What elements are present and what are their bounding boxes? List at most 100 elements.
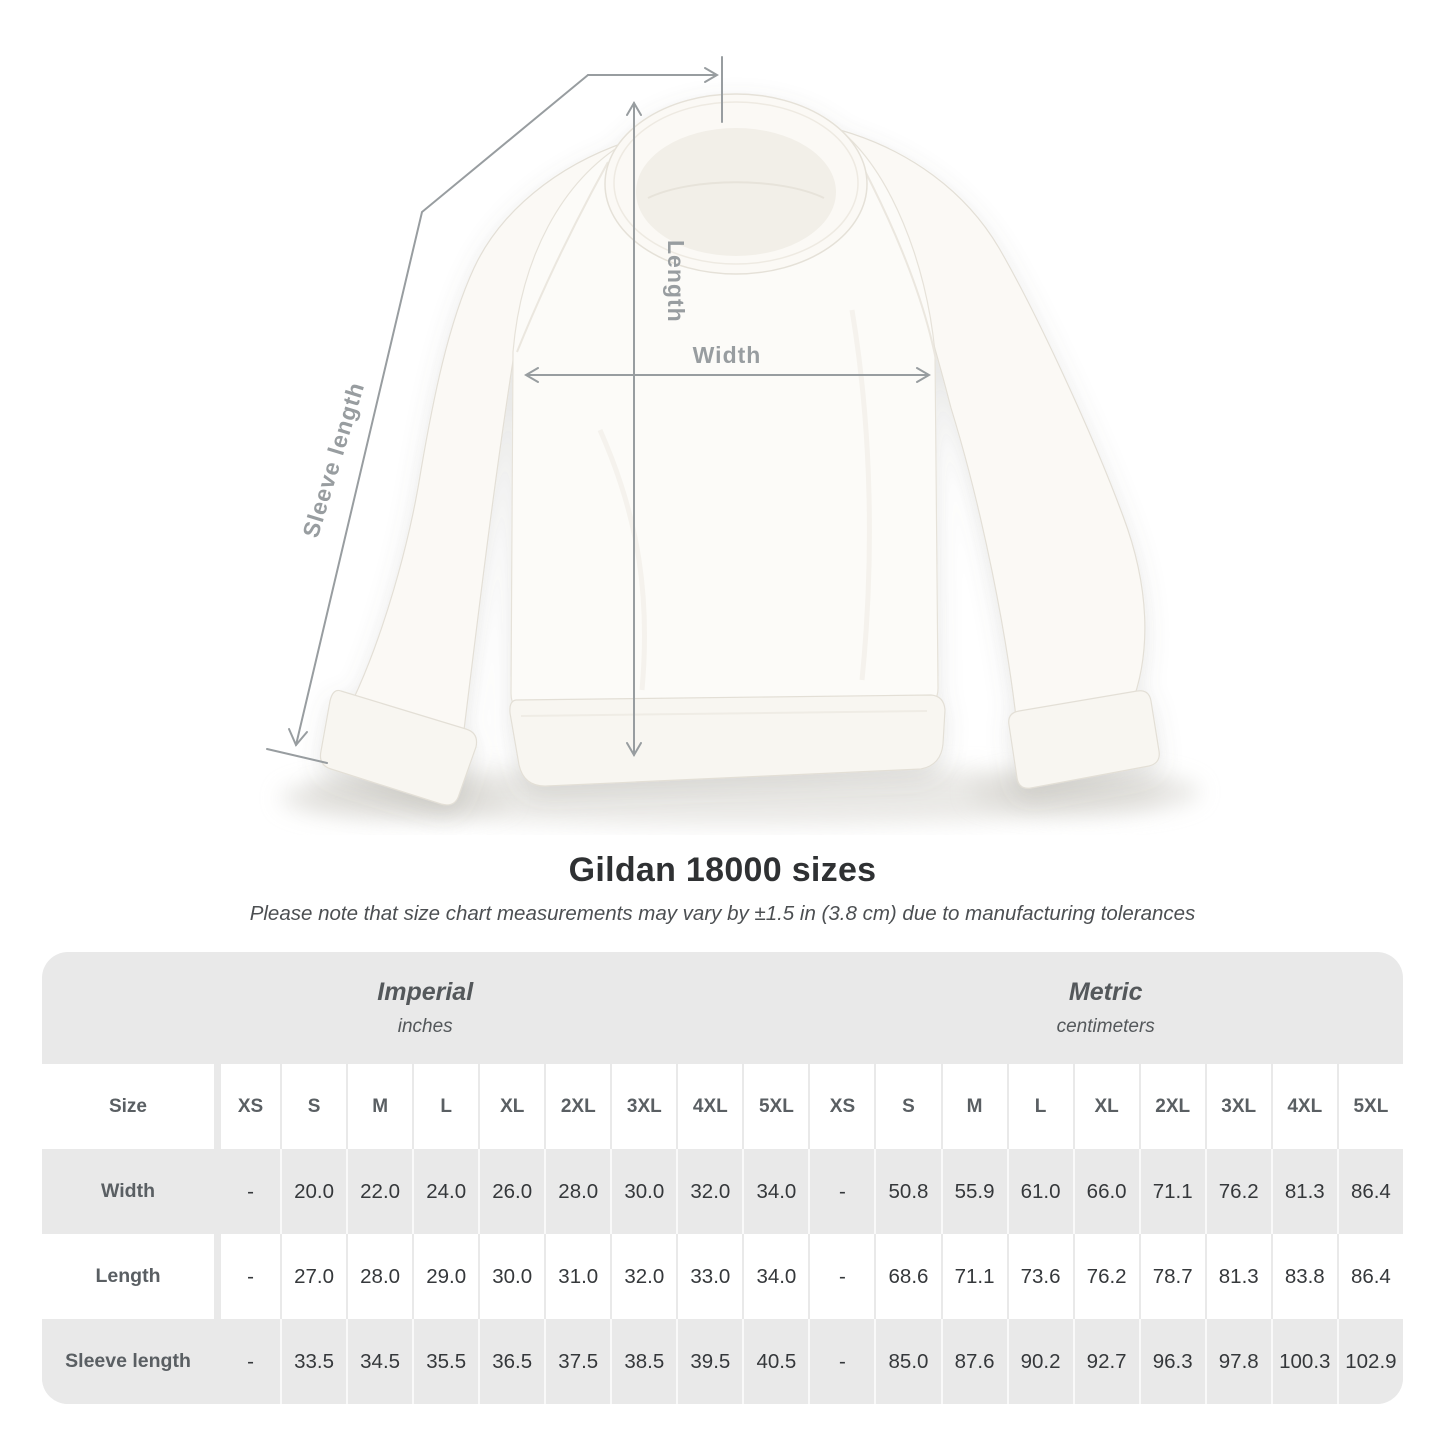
size-col: 3XL <box>610 1064 677 1149</box>
row-length: Length - 27.0 28.0 29.0 30.0 31.0 32.0 3… <box>42 1234 1403 1319</box>
value-cell: 26.0 <box>478 1149 545 1234</box>
sweatshirt <box>319 93 1160 806</box>
size-table: Imperial inches Metric centimeters Size … <box>42 952 1403 1404</box>
imperial-unit: inches <box>397 1016 453 1037</box>
right-cuff <box>1008 690 1160 789</box>
floor-shadow <box>280 765 1200 825</box>
value-cell: 81.3 <box>1204 1234 1271 1319</box>
sleeve-end-tick <box>266 748 328 764</box>
value-cell: 68.6 <box>874 1234 941 1319</box>
crease <box>849 309 872 681</box>
collar-seam <box>613 101 859 265</box>
row-label: Sleeve length <box>42 1319 214 1404</box>
value-cell: 97.8 <box>1204 1319 1271 1404</box>
neck-crease <box>647 181 825 199</box>
collar-opening <box>636 128 836 256</box>
hem-band <box>509 694 946 787</box>
measurement-lines <box>266 56 931 764</box>
unit-group-row: Imperial inches Metric centimeters <box>42 952 1403 1064</box>
value-cell: 28.0 <box>544 1149 611 1234</box>
value-cell: 30.0 <box>478 1234 545 1319</box>
size-col: S <box>280 1064 347 1149</box>
size-header-row: Size XS S M L XL 2XL 3XL 4XL 5XL XS S M … <box>42 1064 1403 1149</box>
product-photo: Width Length Sleeve length <box>266 56 1200 825</box>
value-cell: 20.0 <box>280 1149 347 1234</box>
arrowhead-right <box>704 67 719 83</box>
value-cell: 83.8 <box>1270 1234 1337 1319</box>
value-cell: 32.0 <box>676 1149 743 1234</box>
metric-label: Metric <box>1068 978 1143 1006</box>
arrowhead-left <box>524 367 539 383</box>
value-cell: - <box>808 1149 875 1234</box>
size-col: 5XL <box>1336 1064 1403 1149</box>
imperial-group-header: Imperial inches <box>42 952 808 1064</box>
value-cell: 38.5 <box>610 1319 677 1404</box>
value-cell: 76.2 <box>1072 1234 1139 1319</box>
value-cell: 29.0 <box>412 1234 479 1319</box>
value-cell: 87.6 <box>940 1319 1007 1404</box>
value-cell: 71.1 <box>1138 1149 1205 1234</box>
value-cell: 24.0 <box>412 1149 479 1234</box>
value-cell: 102.9 <box>1336 1319 1403 1404</box>
value-cell: 34.5 <box>346 1319 413 1404</box>
row-sleeve-length: Sleeve length - 33.5 34.5 35.5 36.5 37.5… <box>42 1319 1403 1404</box>
value-cell: - <box>214 1234 281 1319</box>
metric-group-header: Metric centimeters <box>808 952 1403 1064</box>
value-cell: 30.0 <box>610 1149 677 1234</box>
arrowhead-down <box>626 742 642 757</box>
size-col: M <box>346 1064 413 1149</box>
value-cell: 34.0 <box>742 1149 809 1234</box>
hem-seam <box>520 710 928 717</box>
arrowhead-up <box>626 101 642 116</box>
size-table-container: Imperial inches Metric centimeters Size … <box>42 952 1403 1404</box>
value-cell: 92.7 <box>1072 1319 1139 1404</box>
caption: Gildan 18000 sizes Please note that size… <box>0 851 1445 926</box>
value-cell: 86.4 <box>1336 1234 1403 1319</box>
size-col: 5XL <box>742 1064 809 1149</box>
value-cell: 85.0 <box>874 1319 941 1404</box>
value-cell: 31.0 <box>544 1234 611 1319</box>
value-cell: 37.5 <box>544 1319 611 1404</box>
sleeve-length-line <box>295 74 589 746</box>
value-cell: 34.0 <box>742 1234 809 1319</box>
row-label: Length <box>42 1234 214 1319</box>
tolerance-note: Please note that size chart measurements… <box>249 902 1196 925</box>
value-cell: 33.5 <box>280 1319 347 1404</box>
size-col: 3XL <box>1204 1064 1271 1149</box>
left-armhole-seam <box>516 161 609 353</box>
value-cell: 86.4 <box>1336 1149 1403 1234</box>
size-col: XS <box>808 1064 875 1149</box>
value-cell: 100.3 <box>1270 1319 1337 1404</box>
value-cell: 36.5 <box>478 1319 545 1404</box>
value-cell: 22.0 <box>346 1149 413 1234</box>
value-cell: - <box>214 1149 281 1234</box>
size-col: 4XL <box>676 1064 743 1149</box>
size-col: 4XL <box>1270 1064 1337 1149</box>
size-col: XL <box>1072 1064 1139 1149</box>
value-cell: 96.3 <box>1138 1319 1205 1404</box>
value-cell: 33.0 <box>676 1234 743 1319</box>
size-col: S <box>874 1064 941 1149</box>
value-cell: - <box>808 1234 875 1319</box>
right-armhole-seam <box>853 149 937 361</box>
size-header: Size <box>42 1064 214 1149</box>
value-cell: 55.9 <box>940 1149 1007 1234</box>
size-col: M <box>940 1064 1007 1149</box>
size-col: XS <box>214 1064 281 1149</box>
row-label: Width <box>42 1149 214 1234</box>
metric-unit: centimeters <box>1056 1016 1155 1037</box>
value-cell: 73.6 <box>1006 1234 1073 1319</box>
value-cell: 50.8 <box>874 1149 941 1234</box>
sleeve-length-label: Sleeve length <box>297 379 369 541</box>
value-cell: 61.0 <box>1006 1149 1073 1234</box>
value-cell: 81.3 <box>1270 1149 1337 1234</box>
width-label: Width <box>693 342 762 368</box>
value-cell: - <box>808 1319 875 1404</box>
size-col: 2XL <box>1138 1064 1205 1149</box>
value-cell: 35.5 <box>412 1319 479 1404</box>
size-col: XL <box>478 1064 545 1149</box>
value-cell: 40.5 <box>742 1319 809 1404</box>
imperial-label: Imperial <box>377 978 474 1006</box>
value-cell: - <box>214 1319 281 1404</box>
value-cell: 39.5 <box>676 1319 743 1404</box>
